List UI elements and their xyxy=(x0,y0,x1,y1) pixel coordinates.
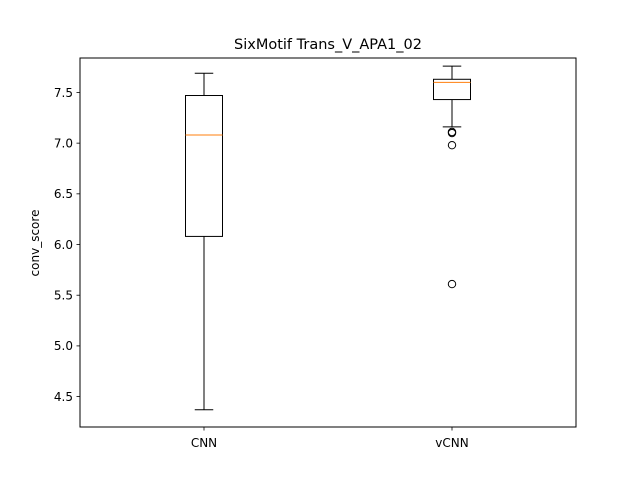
iqr-box xyxy=(185,95,223,237)
y-axis-label: conv_score xyxy=(28,210,42,277)
y-tick-label: 7.5 xyxy=(54,86,73,100)
outlier-point xyxy=(447,140,457,150)
x-axis: CNN vCNN xyxy=(191,427,469,450)
y-tick-label: 4.5 xyxy=(54,390,73,404)
y-axis: 4.5 5.0 5.5 6.0 6.5 7.0 7.5 xyxy=(54,86,80,404)
y-tick-label: 6.5 xyxy=(54,187,73,201)
chart-title: SixMotif Trans_V_APA1_02 xyxy=(234,37,422,53)
outlier-point xyxy=(447,279,457,289)
x-tick-label: vCNN xyxy=(435,436,468,450)
iqr-box xyxy=(433,78,471,101)
x-tick-label: CNN xyxy=(191,436,217,450)
y-tick-label: 6.0 xyxy=(54,238,73,252)
y-tick-label: 5.5 xyxy=(54,289,73,303)
box-vcnn xyxy=(433,65,471,289)
boxes-group xyxy=(185,65,471,411)
y-tick-label: 7.0 xyxy=(54,136,73,150)
y-tick-label: 5.0 xyxy=(54,339,73,353)
plot-area xyxy=(79,57,577,428)
outlier-point xyxy=(447,128,457,138)
box-cnn xyxy=(185,72,223,411)
